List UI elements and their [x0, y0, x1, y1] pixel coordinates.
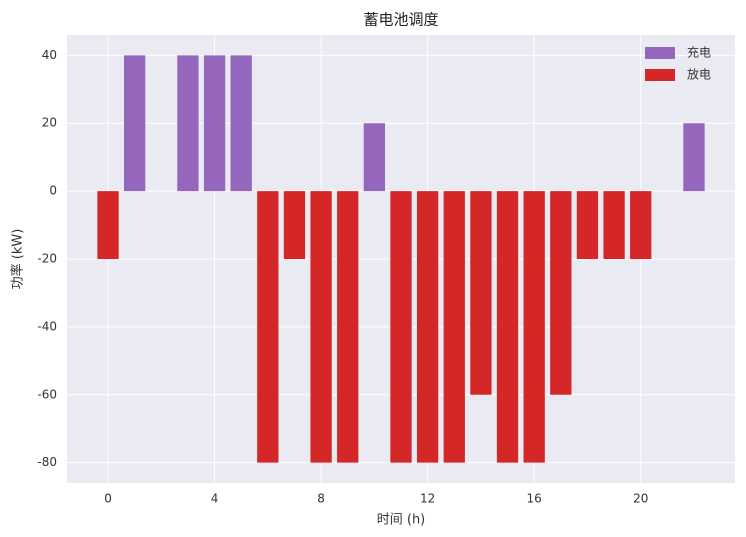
chart-title: 蓄电池调度: [363, 11, 438, 29]
x-tick-label: 0: [104, 492, 112, 506]
bar: [177, 55, 199, 192]
y-tick-label: 40: [42, 48, 57, 62]
bar: [576, 191, 599, 259]
x-axis-label: 时间 (h): [377, 513, 426, 528]
bar: [257, 191, 279, 463]
bar: [470, 191, 492, 395]
bar: [283, 191, 306, 259]
bar: [390, 191, 412, 463]
bar: [443, 191, 465, 463]
y-tick-label: 20: [42, 116, 57, 130]
legend-label: 放电: [687, 67, 711, 82]
y-tick-label: 0: [49, 184, 57, 198]
y-tick-label: -60: [37, 387, 57, 401]
y-axis-label: 功率 (kW): [10, 229, 26, 290]
y-tick-label: -40: [37, 319, 57, 333]
bar: [603, 191, 625, 259]
x-tick-label: 12: [420, 492, 435, 506]
bar: [550, 191, 572, 395]
bar: [337, 191, 359, 463]
y-tick-label: -80: [37, 455, 57, 469]
bar: [496, 191, 519, 463]
bar: [203, 55, 226, 192]
bar: [523, 191, 545, 463]
legend-label: 充电: [687, 45, 711, 60]
legend-swatch: [645, 69, 675, 81]
bar: [230, 55, 252, 192]
bar: [630, 191, 652, 259]
x-tick-label: 20: [633, 492, 648, 506]
bar: [97, 191, 119, 259]
bar: [416, 191, 439, 463]
bar: [310, 191, 332, 463]
bar: [363, 123, 386, 192]
y-tick-label: -20: [37, 252, 57, 266]
x-tick-label: 16: [527, 492, 542, 506]
legend-swatch: [645, 47, 675, 59]
bar: [123, 55, 146, 192]
bar: [683, 123, 705, 192]
x-tick-label: 4: [211, 492, 219, 506]
x-tick-label: 8: [317, 492, 325, 506]
